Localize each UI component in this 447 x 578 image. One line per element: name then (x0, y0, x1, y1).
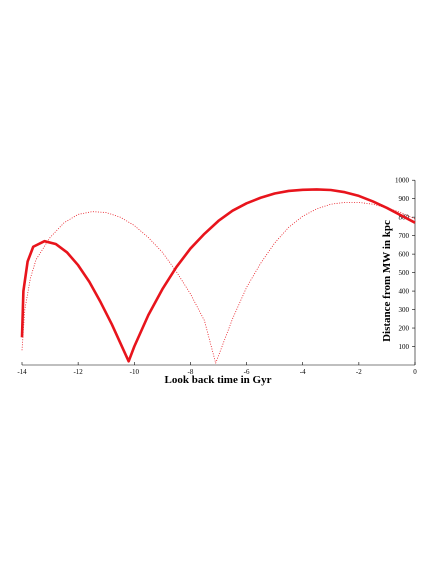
x-tick-label: 0 (413, 368, 417, 376)
x-tick-label: -8 (188, 368, 194, 376)
x-tick-label: -10 (130, 368, 140, 376)
data-line (21, 201, 416, 364)
y-tick-label: 100 (399, 343, 410, 351)
x-tick-label: -12 (73, 368, 83, 376)
y-tick-label: 900 (399, 195, 410, 203)
x-tick-label: -4 (300, 368, 306, 376)
y-axis-label: Distance from MW in kpc (381, 220, 393, 342)
y-tick-label: 200 (399, 325, 410, 333)
y-tick-label: 400 (399, 288, 410, 296)
x-tick-label: -2 (356, 368, 362, 376)
y-tick-label: 1000 (395, 177, 410, 185)
y-tick-label: 300 (399, 306, 410, 314)
x-tick-label: -6 (244, 368, 250, 376)
x-tick-label: -14 (17, 368, 27, 376)
x-axis-label: Look back time in Gyr (165, 374, 272, 386)
y-tick-label: 700 (399, 232, 410, 240)
y-tick-label: 600 (399, 251, 410, 259)
data-line (20, 188, 416, 363)
y-tick-label: 500 (399, 269, 410, 277)
